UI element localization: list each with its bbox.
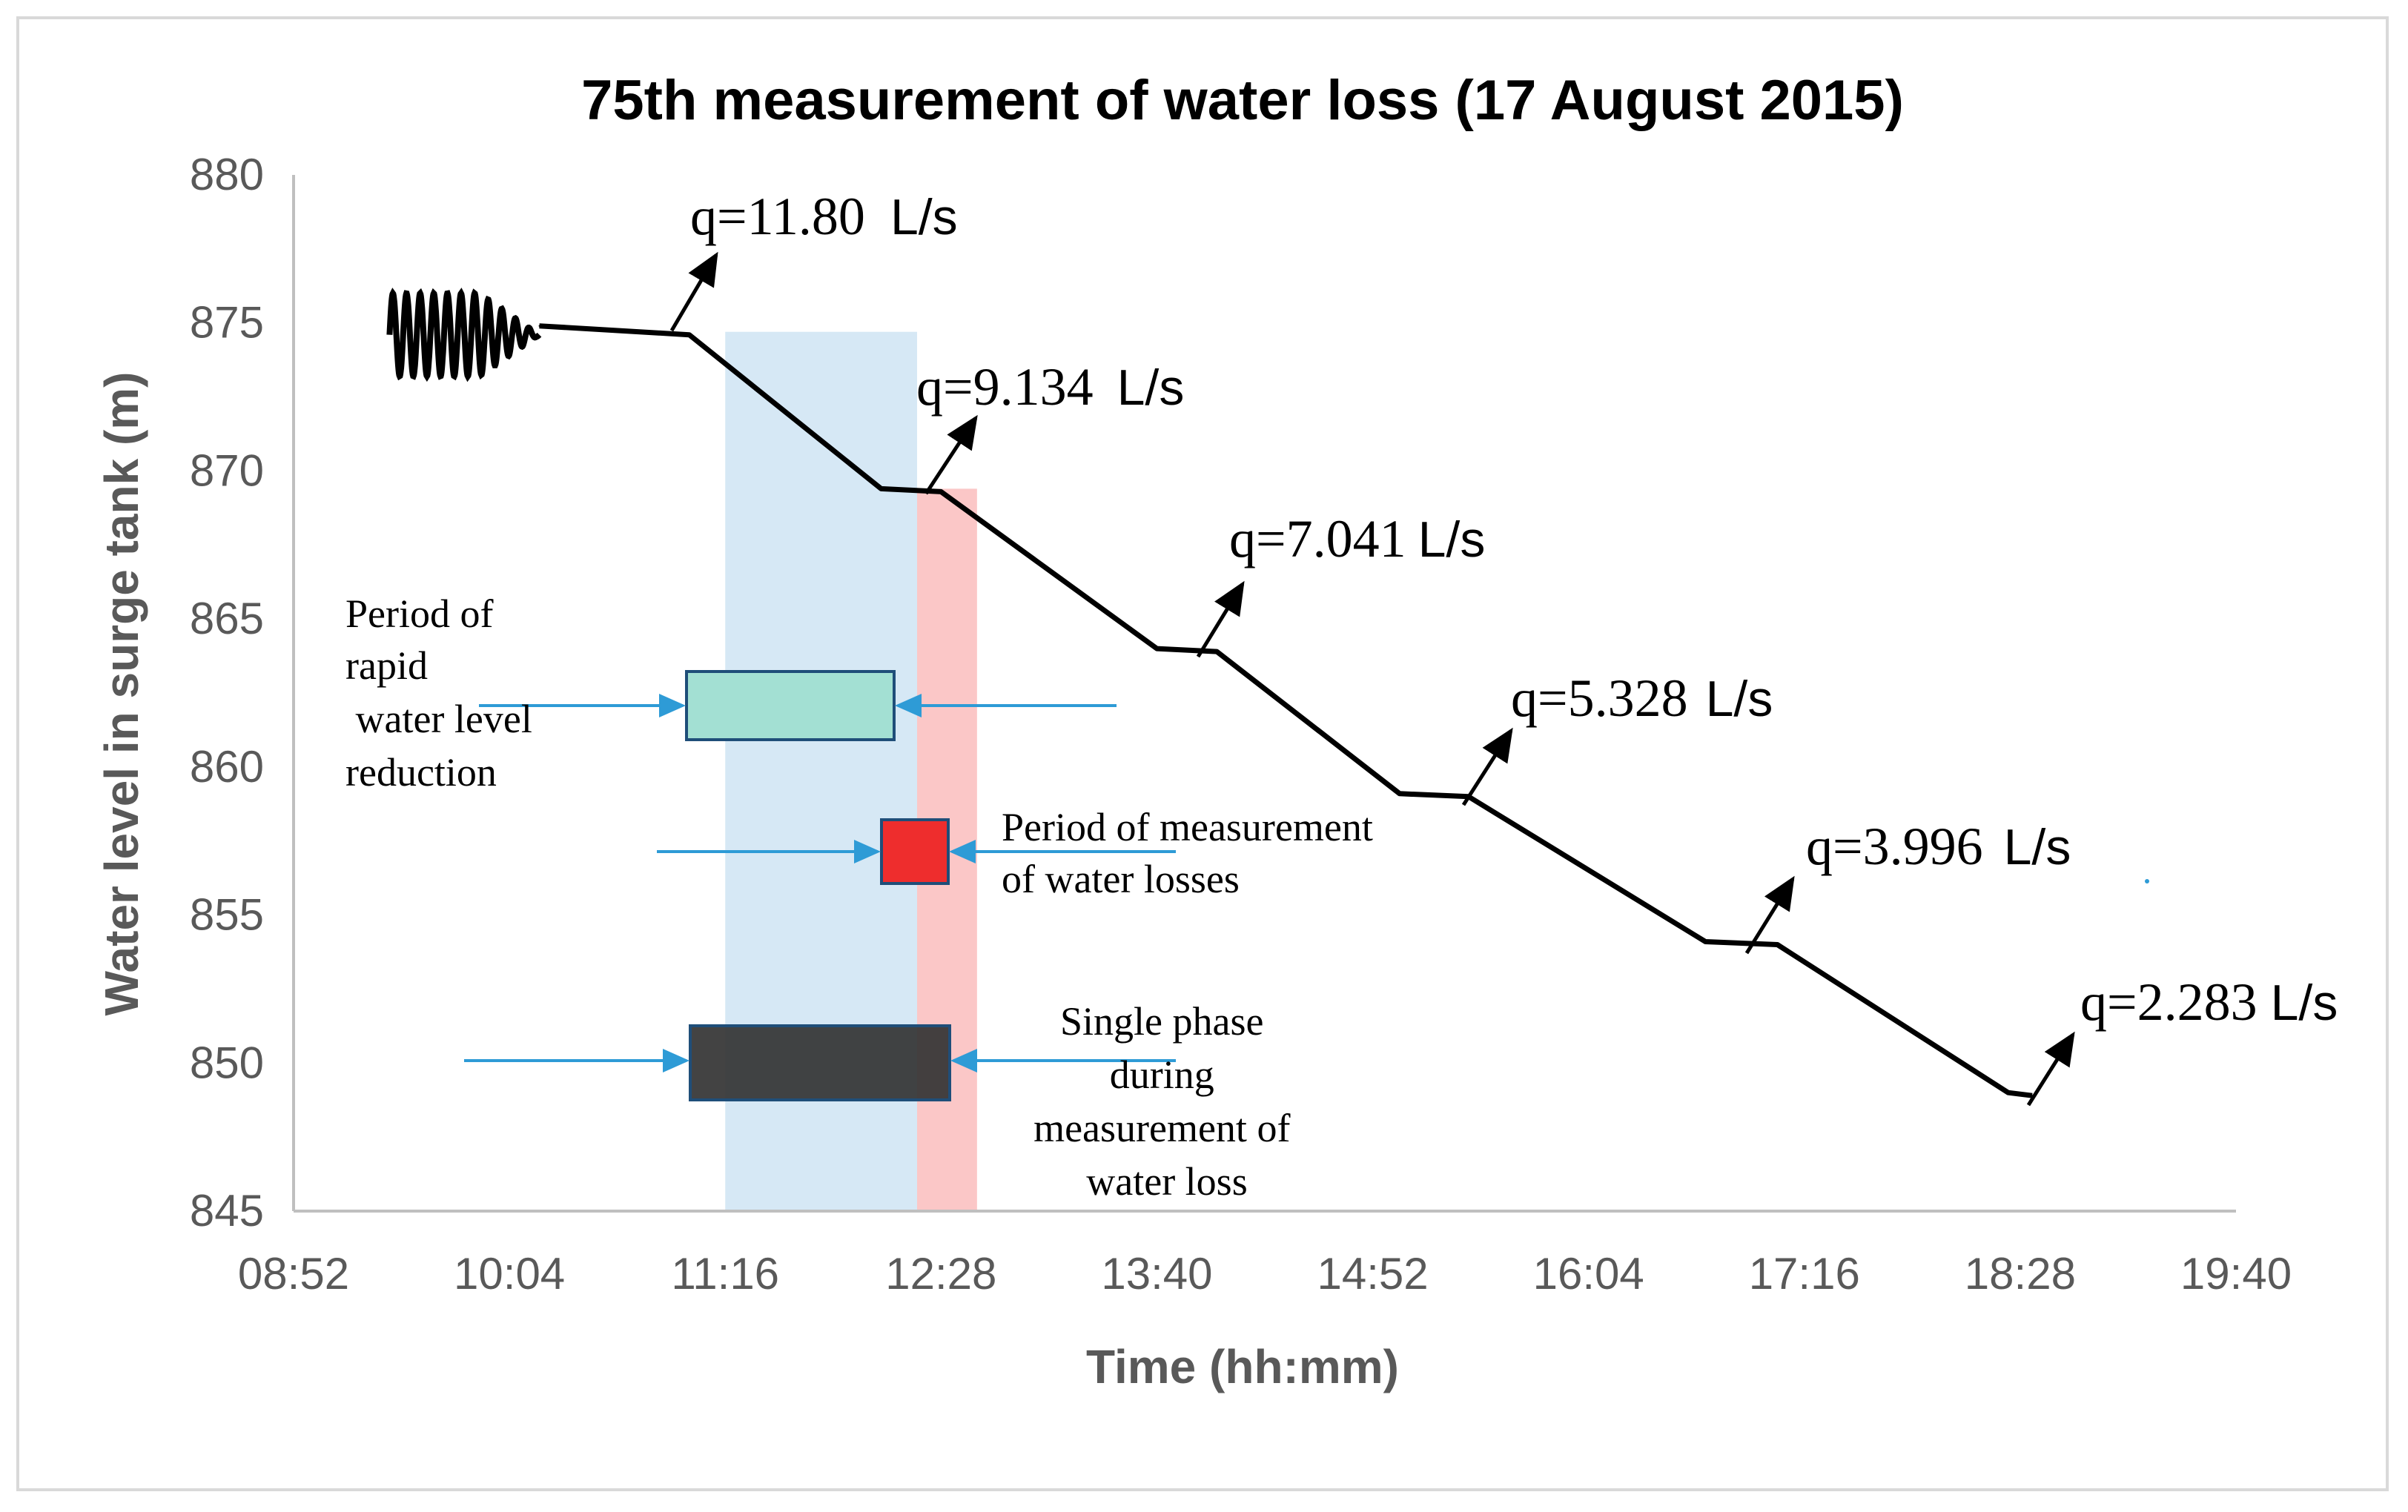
chart-title: 75th measurement of water loss (17 Augus…: [581, 69, 1904, 132]
flow-unit-1: L/s: [890, 189, 958, 245]
x-tick-label: 17:16: [1749, 1249, 1860, 1299]
y-tick-label: 880: [190, 150, 264, 199]
flow-value-4: q=5.328: [1511, 669, 1688, 728]
single-phase-label: Single phase during measurement of water…: [1033, 999, 1300, 1204]
series-point: [1704, 941, 1707, 943]
flow-unit-4: L/s: [1706, 671, 1773, 727]
x-tick-label: 18:28: [1965, 1249, 2076, 1299]
water-level-series: [386, 288, 2034, 1098]
flow-arrow-5: [1744, 875, 1795, 955]
y-tick-label: 865: [190, 594, 264, 643]
flow-value-1: q=11.80: [690, 187, 865, 246]
water-level-chart: 75th measurement of water loss (17 Augus…: [95, 69, 2338, 1393]
flow-arrow-2: [924, 414, 978, 495]
rapid-reduction-line-4: reduction: [345, 750, 497, 795]
x-tick-label: 14:52: [1317, 1249, 1428, 1299]
x-tick-label: 19:40: [2180, 1249, 2292, 1299]
y-tick-label: 875: [190, 298, 264, 348]
series-point: [1398, 792, 1400, 795]
single-phase-line-4: water loss: [1086, 1159, 1247, 1204]
flow-value-5: q=3.996: [1806, 817, 1983, 876]
x-tick-label: 12:28: [885, 1249, 996, 1299]
flow-arrow-1: [669, 251, 718, 332]
flow-label-2: q=9.134 L/s: [916, 357, 1184, 417]
flow-value-6: q=2.283: [2080, 972, 2258, 1032]
series-point: [1216, 651, 1218, 653]
single-phase-box: [689, 1024, 951, 1101]
flow-unit-5: L/s: [2004, 819, 2071, 875]
flow-label-1: q=11.80 L/s: [690, 187, 958, 246]
y-tick-label: 850: [190, 1038, 264, 1087]
flow-label-4: q=5.328 L/s: [1511, 669, 1773, 728]
flow-value-2: q=9.134: [916, 357, 1094, 417]
measurement-period-line-2: of water losses: [1002, 857, 1240, 901]
series-point: [2007, 1092, 2009, 1094]
y-tick-label: 870: [190, 445, 264, 495]
y-tick-labels: 845 850 855 860 865 870 875 880: [190, 150, 264, 1236]
flow-arrow-3: [1196, 580, 1245, 658]
measurement-period-line-1: Period of measurement: [1002, 805, 1373, 849]
series-point: [1776, 944, 1779, 946]
flow-label-5: q=3.996 L/s: [1806, 817, 2071, 876]
series-point: [940, 491, 942, 493]
y-axis-title: Water level in surge tank (m): [95, 372, 148, 1016]
y-tick-label: 855: [190, 890, 264, 940]
stray-dot: [2145, 879, 2149, 883]
rapid-reduction-line-3: water level: [345, 697, 532, 741]
x-tick-label: 08:52: [238, 1249, 349, 1299]
flow-label-6: q=2.283 L/s: [2080, 972, 2338, 1032]
single-phase-line-1: Single phase: [1060, 999, 1263, 1044]
single-phase-line-2: during: [1110, 1052, 1214, 1097]
x-axis-title: Time (hh:mm): [1086, 1340, 1399, 1393]
y-tick-label: 845: [190, 1186, 264, 1236]
x-tick-labels: 08:52 10:04 11:16 12:28 13:40 14:52 16:04 17:16…: [238, 1249, 2292, 1299]
flow-unit-3: L/s: [1418, 511, 1486, 568]
measurement-period-box: [880, 818, 950, 885]
rapid-reduction-label: Period of rapid water level reduction: [345, 591, 542, 795]
rapid-reduction-line-2: rapid: [345, 643, 428, 688]
x-tick-label: 16:04: [1533, 1249, 1644, 1299]
series-point: [538, 325, 540, 327]
series-point: [1156, 648, 1158, 650]
x-tick-label: 10:04: [454, 1249, 565, 1299]
flow-label-3: q=7.041 L/s: [1229, 509, 1485, 568]
flow-value-3: q=7.041: [1229, 509, 1406, 568]
rapid-reduction-box: [685, 670, 896, 741]
x-tick-label: 13:40: [1101, 1249, 1212, 1299]
flow-arrow-4: [1461, 727, 1513, 806]
chart-frame: 75th measurement of water loss (17 Augus…: [16, 16, 2389, 1491]
axes: [292, 175, 2236, 1213]
single-phase-line-3: measurement of: [1033, 1106, 1290, 1150]
flow-unit-6: L/s: [2271, 975, 2338, 1031]
annotation-boxes: Period of rapid water level reduction Pe…: [345, 591, 1383, 1204]
rapid-reduction-line-1: Period of: [345, 591, 493, 636]
series-line: [539, 323, 2033, 1098]
x-tick-label: 11:16: [671, 1249, 779, 1299]
flow-unit-2: L/s: [1117, 359, 1185, 416]
flow-rate-annotations: q=11.80 L/s q=9.134 L/s q=7.041 L/s q=5.…: [669, 187, 2338, 1107]
y-tick-label: 860: [190, 742, 264, 792]
flow-arrow-6: [2026, 1031, 2075, 1107]
measurement-period-label: Period of measurement of water losses: [1002, 805, 1383, 901]
series-point: [688, 334, 690, 336]
oscillation-line: [386, 288, 542, 382]
series-point: [880, 488, 882, 490]
